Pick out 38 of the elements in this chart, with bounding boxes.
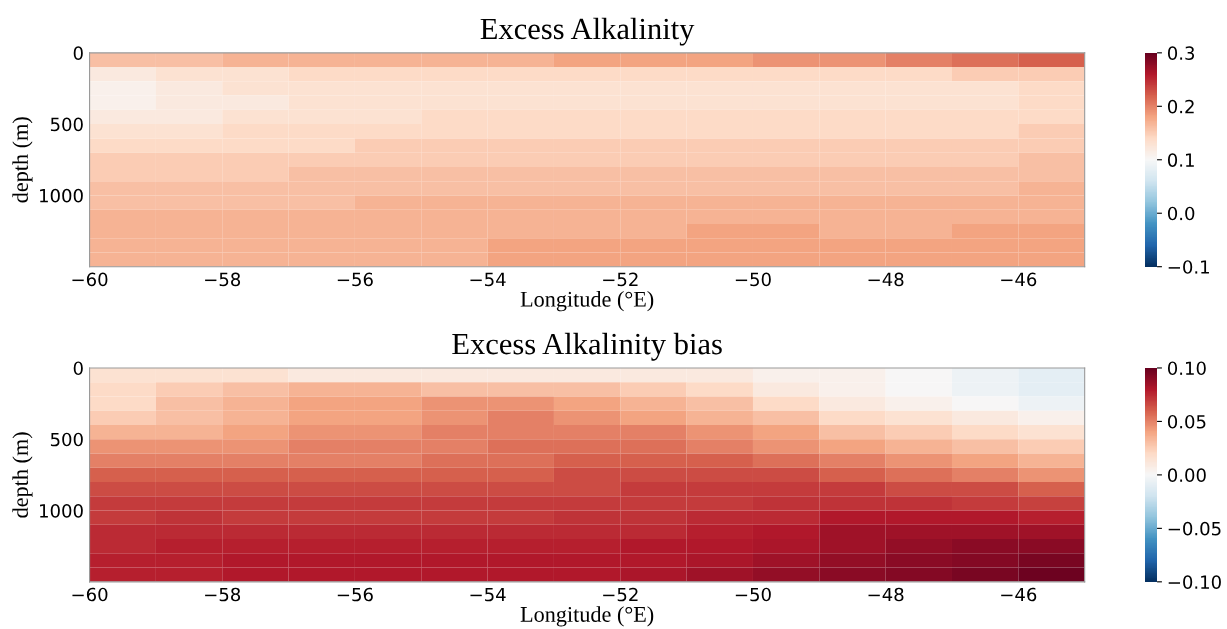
color-bar-label: −0.10 (1168, 575, 1221, 589)
x-tick-label: −50 (735, 587, 771, 602)
color-bar-label: 0.05 (1167, 414, 1206, 429)
x-axis-title: Longitude (°E) (520, 606, 654, 627)
y-tick-label: 1000 (40, 188, 83, 203)
chart-title: Excess Alkalinity bias (452, 332, 722, 361)
color-bar-label: 0.10 (1167, 361, 1206, 376)
color-bar-label: −0.05 (1168, 521, 1221, 536)
x-tick-label: −56 (337, 272, 373, 287)
color-bar-label: −0.1 (1168, 260, 1209, 274)
y-axis-title: depth (m) (12, 432, 33, 518)
x-tick-label: −48 (868, 587, 904, 602)
color-bar-label: 0.0 (1167, 206, 1195, 221)
color-bar-label: 0.2 (1167, 99, 1194, 114)
color-bar-label: 0.00 (1167, 468, 1206, 483)
color-bar-label: 0.3 (1167, 46, 1195, 60)
x-tick-label: −58 (205, 587, 241, 602)
color-bar-label: 0.1 (1167, 153, 1194, 167)
y-tick-label: 0 (73, 46, 83, 60)
x-tick-label: −54 (470, 587, 506, 602)
x-axis-title: Longitude (°E) (520, 291, 654, 312)
x-tick-label: −48 (868, 272, 904, 287)
x-tick-label: −46 (1001, 272, 1037, 287)
x-tick-label: −56 (337, 587, 373, 602)
x-tick-label: −60 (72, 272, 108, 287)
x-tick-label: −52 (603, 272, 638, 287)
x-tick-label: −58 (205, 272, 241, 287)
y-tick-label: 500 (50, 432, 83, 447)
x-tick-label: −52 (603, 587, 638, 602)
y-tick-label: 0 (73, 361, 83, 376)
y-axis-title: depth (m) (12, 117, 33, 203)
chart-title: Excess Alkalinity (480, 17, 695, 46)
x-tick-label: −54 (470, 272, 506, 287)
x-tick-label: −46 (1001, 587, 1037, 602)
x-tick-label: −50 (735, 272, 771, 287)
y-tick-label: 1000 (40, 504, 83, 518)
x-tick-label: −60 (72, 587, 108, 602)
y-tick-label: 500 (50, 117, 83, 132)
